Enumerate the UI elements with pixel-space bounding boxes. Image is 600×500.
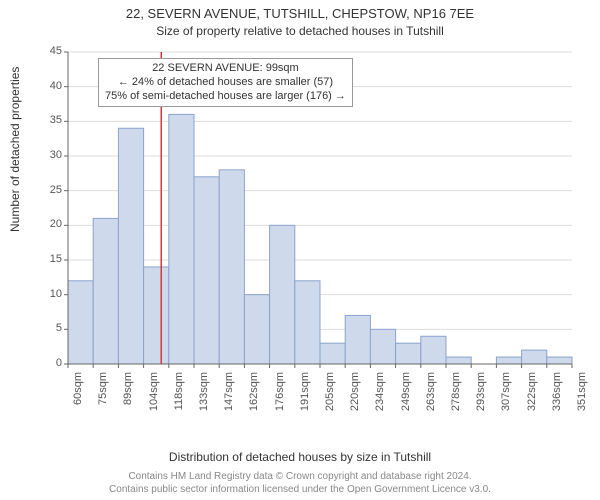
x-tick-label: 60sqm <box>72 372 84 416</box>
annotation-line-2: ← 24% of detached houses are smaller (57… <box>105 76 346 90</box>
histogram-bar <box>320 343 345 364</box>
x-tick-label: 118sqm <box>173 372 185 416</box>
x-tick-label: 351sqm <box>576 372 588 416</box>
histogram-bar <box>169 114 194 364</box>
x-tick-label: 249sqm <box>400 372 412 416</box>
histogram-bar <box>244 295 269 364</box>
x-tick-label: 322sqm <box>526 372 538 416</box>
y-tick-label: 25 <box>34 184 62 196</box>
histogram-bar <box>68 281 93 364</box>
x-tick-label: 205sqm <box>324 372 336 416</box>
histogram-bar <box>93 218 118 364</box>
y-tick-label: 0 <box>34 357 62 369</box>
y-tick-label: 40 <box>34 80 62 92</box>
y-tick-label: 45 <box>34 45 62 57</box>
histogram-bar <box>118 128 143 364</box>
annotation-line-3: 75% of semi-detached houses are larger (… <box>105 90 346 104</box>
y-tick-label: 10 <box>34 288 62 300</box>
x-tick-label: 147sqm <box>223 372 235 416</box>
x-tick-label: 336sqm <box>551 372 563 416</box>
y-tick-label: 30 <box>34 149 62 161</box>
chart-container: 22, SEVERN AVENUE, TUTSHILL, CHEPSTOW, N… <box>0 0 600 500</box>
x-tick-label: 75sqm <box>97 372 109 416</box>
x-tick-label: 176sqm <box>274 372 286 416</box>
x-tick-label: 293sqm <box>475 372 487 416</box>
x-tick-label: 234sqm <box>374 372 386 416</box>
y-tick-label: 35 <box>34 114 62 126</box>
x-axis-label: Distribution of detached houses by size … <box>0 450 600 464</box>
x-tick-label: 307sqm <box>500 372 512 416</box>
x-tick-label: 89sqm <box>122 372 134 416</box>
annotation-box: 22 SEVERN AVENUE: 99sqm ← 24% of detache… <box>98 58 353 107</box>
histogram-bar <box>194 177 219 364</box>
histogram-bar <box>522 350 547 364</box>
footer-line-1: Contains HM Land Registry data © Crown c… <box>0 471 600 484</box>
annotation-line-1: 22 SEVERN AVENUE: 99sqm <box>105 62 346 76</box>
y-tick-label: 20 <box>34 218 62 230</box>
page-title: 22, SEVERN AVENUE, TUTSHILL, CHEPSTOW, N… <box>0 0 600 23</box>
y-axis-label: Number of detached properties <box>8 67 22 232</box>
x-tick-label: 278sqm <box>450 372 462 416</box>
y-tick-label: 5 <box>34 322 62 334</box>
footer: Contains HM Land Registry data © Crown c… <box>0 471 600 496</box>
histogram-bar <box>396 343 421 364</box>
x-tick-label: 191sqm <box>299 372 311 416</box>
histogram-bar <box>295 281 320 364</box>
x-tick-label: 220sqm <box>349 372 361 416</box>
plot-area: 051015202530354045 60sqm75sqm89sqm104sqm… <box>60 48 576 418</box>
x-tick-label: 133sqm <box>198 372 210 416</box>
x-tick-label: 162sqm <box>248 372 260 416</box>
footer-line-2: Contains public sector information licen… <box>0 484 600 497</box>
y-tick-label: 15 <box>34 253 62 265</box>
histogram-bar <box>446 357 471 364</box>
histogram-bar <box>421 336 446 364</box>
histogram-bar <box>547 357 572 364</box>
x-tick-label: 263sqm <box>425 372 437 416</box>
histogram-bar <box>370 329 395 364</box>
histogram-bar <box>345 315 370 364</box>
histogram-bar <box>496 357 521 364</box>
histogram-bar <box>144 267 169 364</box>
x-tick-label: 104sqm <box>148 372 160 416</box>
histogram-bar <box>219 170 244 364</box>
histogram-bar <box>270 225 295 364</box>
page-subtitle: Size of property relative to detached ho… <box>0 23 600 38</box>
